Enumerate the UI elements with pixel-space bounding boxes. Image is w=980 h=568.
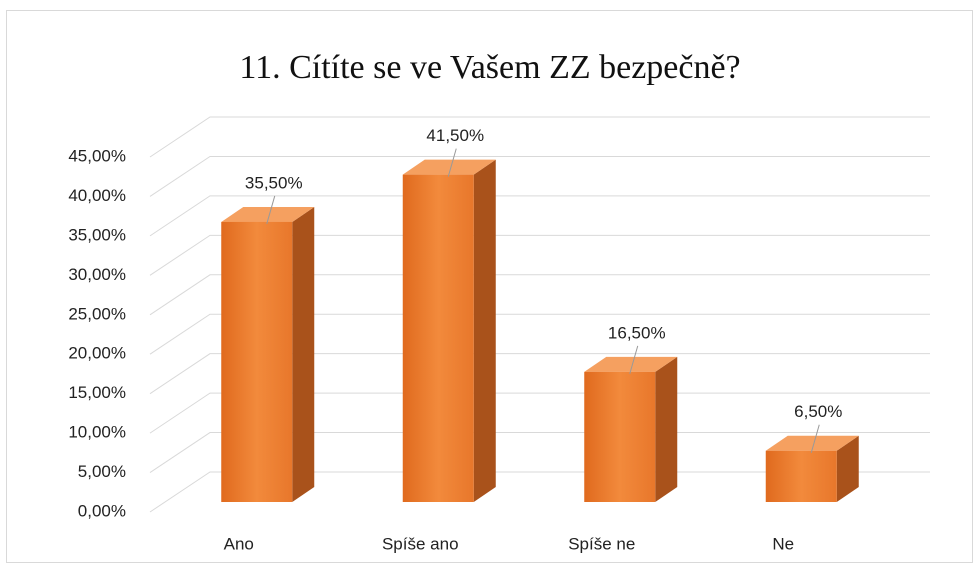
- bar-side: [655, 356, 678, 502]
- y-tick-label: 25,00%: [68, 304, 126, 323]
- bar-top: [221, 206, 315, 222]
- y-tick-label: 35,00%: [68, 225, 126, 244]
- y-tick-label: 0,00%: [78, 501, 126, 520]
- y-tick-label: 5,00%: [78, 462, 126, 481]
- leader-line: [266, 195, 276, 225]
- x-tick-label: Spíše ano: [382, 534, 459, 553]
- grid-line: [149, 234, 930, 276]
- y-tick-label: 40,00%: [68, 186, 126, 205]
- bar-top: [584, 356, 678, 372]
- bar-front: [765, 450, 837, 502]
- bar: [402, 159, 496, 502]
- grid-line: [149, 155, 930, 197]
- bar-top: [402, 159, 496, 175]
- grid-line: [149, 353, 930, 395]
- grid-line: [149, 195, 930, 237]
- grid-line: [149, 116, 930, 158]
- bar-front: [584, 371, 656, 502]
- bar: [221, 206, 315, 502]
- grid-line: [149, 432, 930, 473]
- label-bg: [779, 401, 858, 424]
- bar-front: [221, 221, 293, 502]
- grid-line: [149, 274, 930, 316]
- grid-line: [149, 471, 930, 513]
- grid-line: [149, 392, 930, 434]
- y-tick-label: 10,00%: [68, 423, 126, 442]
- data-label: 6,50%: [794, 402, 842, 421]
- x-tick-label: Spíše ne: [568, 534, 635, 553]
- leader-line: [810, 424, 820, 453]
- bar: [584, 356, 678, 502]
- data-label: 41,50%: [426, 126, 484, 145]
- bar-side: [836, 435, 859, 502]
- y-tick-label: 30,00%: [68, 265, 126, 284]
- bar-front: [402, 174, 474, 502]
- leader-line: [629, 345, 639, 374]
- y-tick-label: 15,00%: [68, 383, 126, 402]
- data-label: 35,50%: [245, 173, 303, 192]
- bar-side: [473, 159, 496, 502]
- bar: [765, 435, 859, 502]
- y-tick-label: 45,00%: [68, 146, 126, 165]
- data-label: 16,50%: [608, 323, 666, 342]
- x-tick-label: Ne: [772, 534, 794, 553]
- chart-title: 11. Cítíte se ve Vašem ZZ bezpečně?: [239, 49, 740, 86]
- label-bg: [234, 172, 313, 195]
- y-tick-label: 20,00%: [68, 344, 126, 363]
- label-bg: [597, 322, 676, 345]
- label-bg: [416, 125, 495, 148]
- x-tick-label: Ano: [224, 534, 254, 553]
- bar-top: [765, 435, 859, 451]
- bar-side: [292, 206, 315, 502]
- grid-line: [149, 313, 930, 355]
- leader-line: [447, 148, 457, 177]
